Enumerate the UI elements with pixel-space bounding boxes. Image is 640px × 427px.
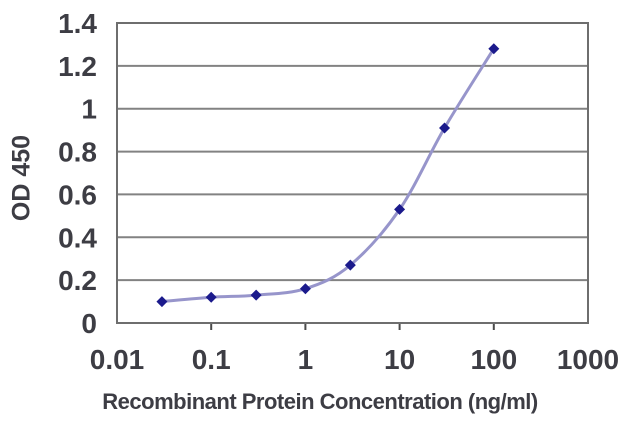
y-tick-label: 0.6 <box>58 179 97 210</box>
y-tick-label: 1 <box>81 94 97 125</box>
data-point-marker <box>156 296 168 308</box>
x-tick-label: 0.1 <box>192 344 231 375</box>
y-tick-label: 1.4 <box>58 8 97 39</box>
y-tick-label: 0 <box>81 308 97 339</box>
x-tick-label: 0.01 <box>90 344 145 375</box>
x-axis-title: Recombinant Protein Concentration (ng/ml… <box>102 389 538 414</box>
data-point-marker <box>299 283 311 295</box>
y-axis-title: OD 450 <box>7 134 36 222</box>
x-tick-label: 1 <box>298 344 314 375</box>
y-tick-label: 0.8 <box>58 137 97 168</box>
x-tick-label: 100 <box>470 344 517 375</box>
data-point-marker <box>439 122 451 134</box>
x-tick-label: 10 <box>384 344 415 375</box>
x-tick-label: 1000 <box>557 344 619 375</box>
y-tick-label: 0.4 <box>58 222 97 253</box>
data-point-marker <box>488 43 500 55</box>
data-point-marker <box>205 291 217 303</box>
plot-border <box>116 22 589 324</box>
y-tick-label: 1.2 <box>58 51 97 82</box>
y-tick-label: 0.2 <box>58 265 97 296</box>
data-point-marker <box>344 259 356 271</box>
series-line <box>160 47 496 304</box>
data-point-marker <box>394 203 406 215</box>
data-point-marker <box>250 289 262 301</box>
